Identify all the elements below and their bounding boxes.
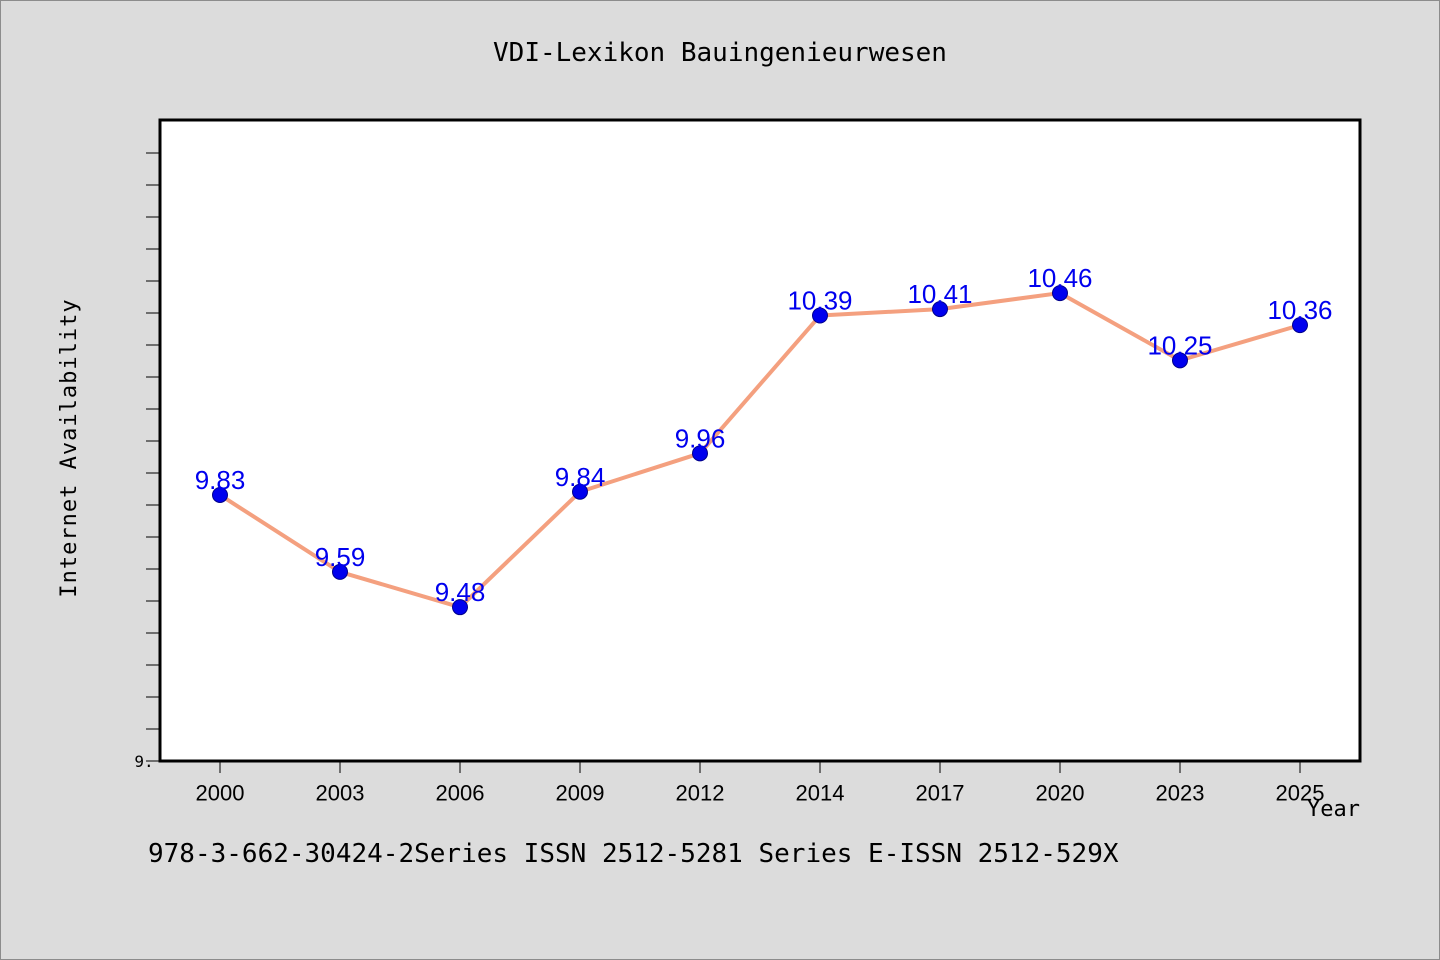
x-tick-label: 2023 [1156,781,1205,806]
data-label: 10.25 [1147,330,1212,360]
x-tick-label: 2000 [196,781,245,806]
data-label: 9.96 [675,423,726,453]
x-tick-label: 2009 [556,781,605,806]
data-labels-layer: 9.83 9.59 9.48 9.84 9.96 10.39 10.41 10.46 10.25… [195,263,1333,607]
data-label: 10.39 [787,286,852,316]
data-label: 9.59 [315,542,366,572]
data-label: 9.48 [435,577,486,607]
x-tick-label: 2020 [1036,781,1085,806]
y-tick-label: 9. [134,752,153,771]
data-label: 10.36 [1267,295,1332,325]
data-point [692,445,708,462]
data-point [932,301,948,318]
points-layer [212,285,1308,616]
chart-title: VDI-Lexikon Bauingenieurwesen [493,38,947,68]
data-point [1292,317,1308,334]
data-point [812,307,828,324]
y-axis-label: Internet Availability [57,298,82,597]
data-point [572,483,588,500]
data-label: 10.46 [1027,263,1092,293]
x-axis-label: Year [1307,797,1360,822]
data-point [332,563,348,580]
x-tick-label: 2017 [916,781,965,806]
data-point [212,486,228,503]
data-point [452,599,468,616]
x-tick-label: 2003 [316,781,365,806]
data-point [1052,285,1068,302]
x-tick-label: 2025 [1276,781,1325,806]
data-point [1172,352,1188,369]
x-tick-label: 2014 [796,781,845,806]
plot-area [158,118,1362,763]
series-layer [218,291,1302,610]
data-label: 9.83 [195,465,246,495]
x-tick-label: 2012 [676,781,725,806]
data-label: 10.41 [907,279,972,309]
data-label: 9.84 [555,462,606,492]
x-axis-ticks: 2000 2003 2006 2009 2012 2014 2017 2020 2023 2025 [196,761,1325,806]
x-tick-label: 2006 [436,781,485,806]
series-line [218,291,1302,610]
y-axis-ticks: 9. [134,152,160,771]
footer-text: 978-3-662-30424-2Series ISSN 2512-5281 S… [148,839,1119,869]
